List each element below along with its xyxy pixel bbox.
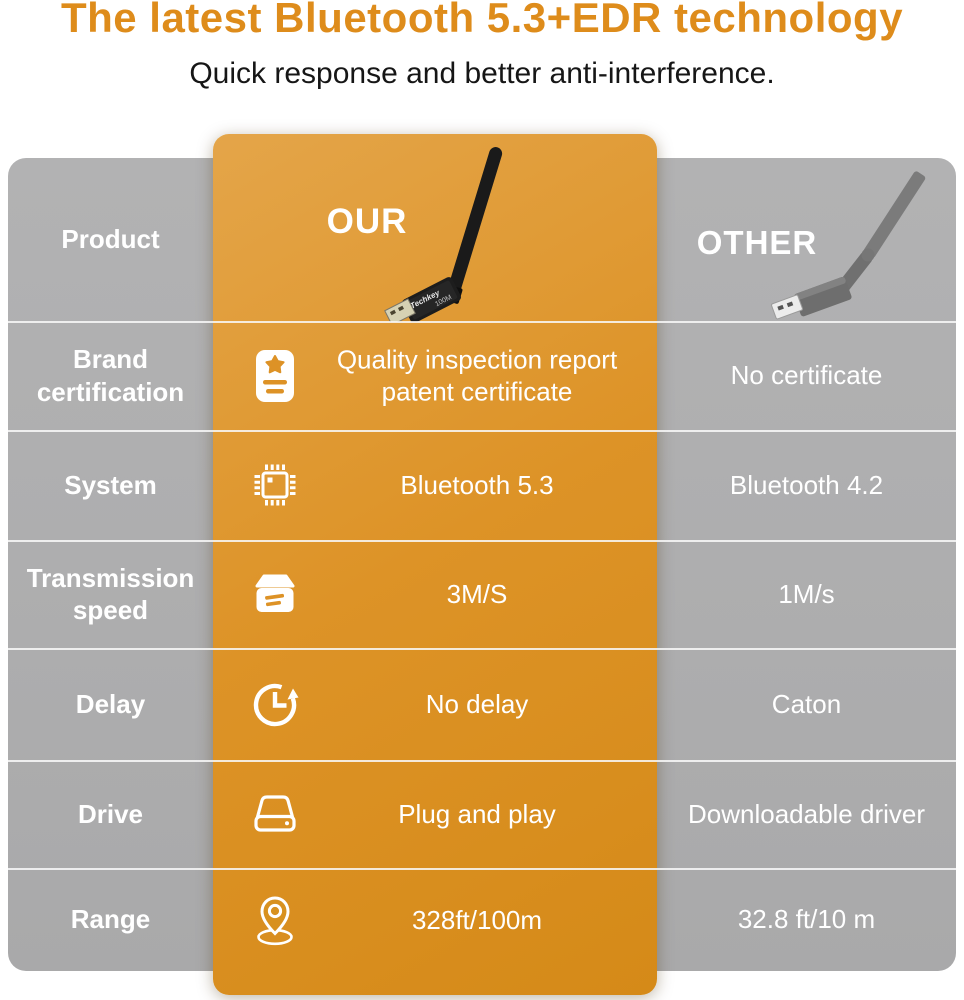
storage-box-icon [247, 566, 303, 622]
certificate-icon [247, 348, 303, 404]
our-value: Quality inspection report patent certifi… [336, 344, 618, 407]
other-value-cell: 1M/s [657, 540, 956, 648]
table-row-label: Range [70, 904, 151, 935]
row-divider [8, 648, 956, 650]
our-value-cell: No delay [213, 648, 657, 760]
our-value: Bluetooth 5.3 [400, 469, 554, 500]
other-product-image [771, 171, 926, 320]
chip-icon [247, 457, 303, 513]
other-value: No certificate [730, 360, 883, 391]
our-value: No delay [425, 688, 529, 719]
our-value-cell: 328ft/100m [213, 868, 657, 971]
other-value: 1M/s [778, 578, 835, 609]
our-value-cell: 3M/S [213, 540, 657, 648]
other-value-cell: No certificate [657, 321, 956, 430]
our-product-image: Techkey 100M [384, 147, 503, 322]
history-clock-icon [247, 676, 303, 732]
page-title: The latest Bluetooth 5.3+EDR technology [60, 0, 904, 41]
table-row-label: Brand certification [36, 344, 185, 407]
page-subtitle: Quick response and better anti-interfere… [189, 57, 775, 90]
our-value-cell: Quality inspection report patent certifi… [213, 321, 657, 430]
comparison-table: Product OUR Techkey 100M [8, 147, 956, 971]
table-row-label: System [64, 469, 157, 500]
table-row-label: Transmission speed [26, 562, 195, 626]
our-value: 3M/S [446, 578, 508, 609]
other-value-cell: Caton [657, 648, 956, 760]
other-value: Bluetooth 4.2 [729, 469, 884, 500]
our-header-cell: OUR Techkey 100M [213, 147, 657, 322]
other-value: Caton [771, 688, 842, 719]
feature-header-label: Product [61, 224, 160, 255]
our-value: 328ft/100m [411, 904, 543, 935]
row-divider [8, 760, 956, 762]
row-divider [8, 540, 956, 542]
other-header-cell: OTHER [657, 158, 956, 321]
other-value-cell: Downloadable driver [657, 760, 956, 868]
table-row-header-feature: Product [8, 158, 213, 321]
table-row-label: Delay [75, 688, 146, 719]
row-divider [8, 321, 956, 323]
other-value-cell: 32.8 ft/10 m [657, 868, 956, 971]
our-column-header: OUR [326, 202, 408, 241]
location-pin-icon [247, 892, 303, 948]
other-value: Downloadable driver [687, 798, 926, 829]
row-divider [8, 430, 956, 432]
other-column-header: OTHER [696, 224, 818, 261]
other-value-cell: Bluetooth 4.2 [657, 430, 956, 540]
row-divider [8, 868, 956, 870]
our-column-highlight-panel [213, 134, 657, 995]
hard-drive-icon [247, 786, 303, 842]
our-value-cell: Bluetooth 5.3 [213, 430, 657, 540]
our-value-cell: Plug and play [213, 760, 657, 868]
other-value: 32.8 ft/10 m [737, 904, 876, 935]
table-row-label: Drive [77, 798, 144, 829]
our-value: Plug and play [398, 798, 556, 829]
